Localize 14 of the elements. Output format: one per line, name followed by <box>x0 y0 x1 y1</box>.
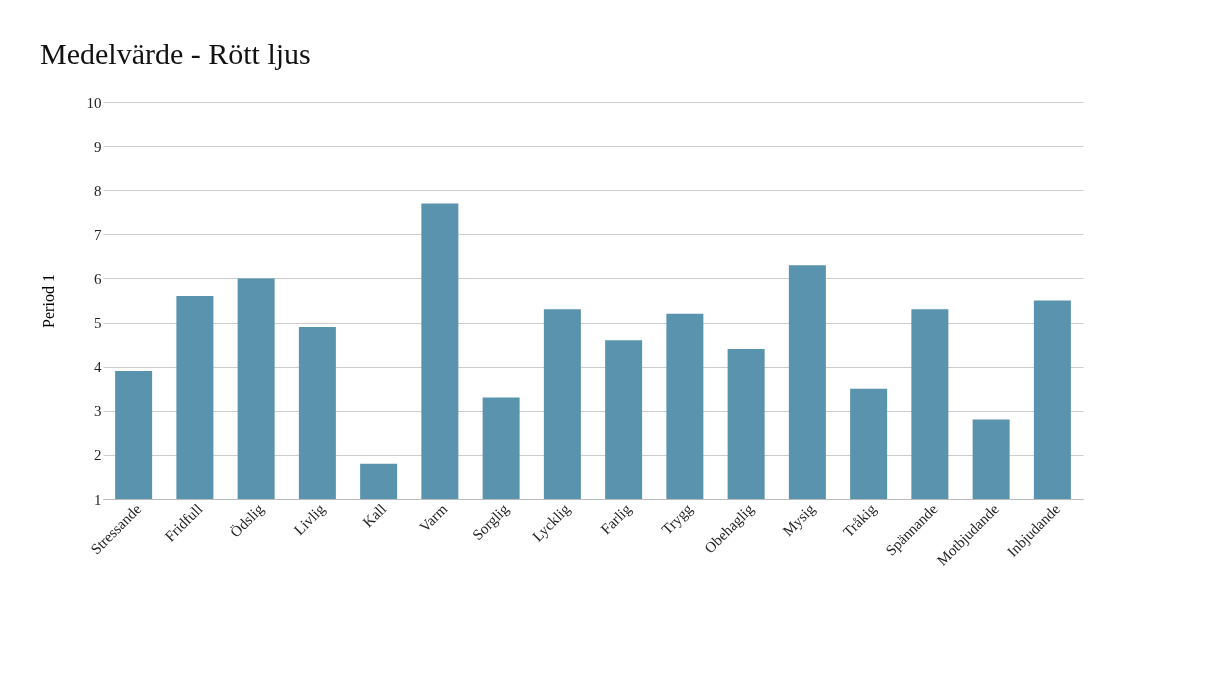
x-tick-label: Kall <box>359 500 390 531</box>
y-tick-label: 5 <box>94 315 102 332</box>
y-axis-title: Period 1 <box>39 274 57 328</box>
x-tick-label: Varm <box>416 500 451 536</box>
chart-title: Medelvärde - Rött ljus <box>40 37 311 70</box>
y-tick-label: 4 <box>94 359 102 376</box>
y-tick-label: 7 <box>94 226 102 243</box>
y-tick-label: 2 <box>94 447 102 464</box>
y-tick-label: 8 <box>94 182 102 199</box>
y-tick-label: 3 <box>94 403 102 420</box>
y-tick-label: 10 <box>86 94 102 111</box>
y-tick-label: 6 <box>94 270 102 287</box>
y-tick-label: 1 <box>94 491 102 508</box>
y-tick-label: 9 <box>94 138 102 155</box>
